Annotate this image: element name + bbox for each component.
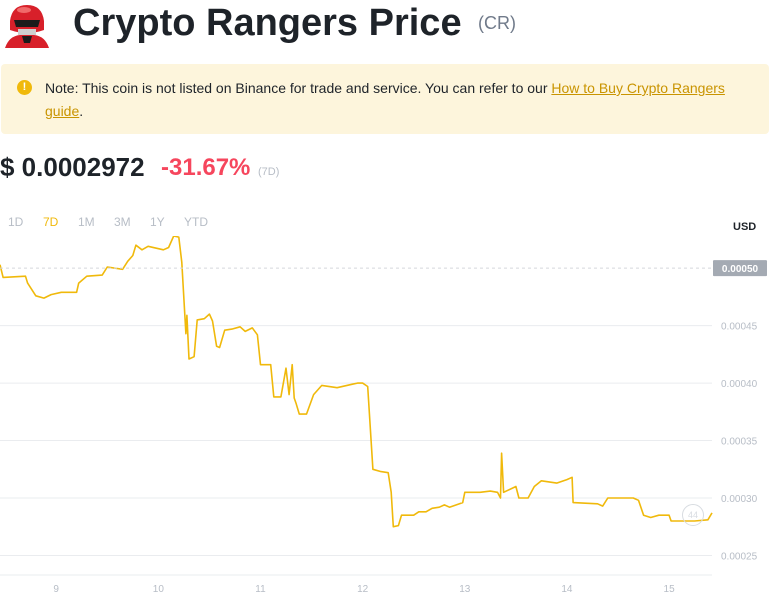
- y-tick-label: 0.00030: [721, 494, 758, 505]
- watermark-icon: 44: [682, 504, 704, 526]
- x-tick-label: 11: [255, 584, 266, 595]
- y-tick-label: 0.00040: [721, 379, 758, 390]
- tab-7d[interactable]: 7D: [43, 215, 59, 229]
- x-tick-label: 14: [561, 584, 573, 595]
- notice-message: Note: This coin is not listed on Binance…: [45, 80, 552, 96]
- x-tick-label: 15: [664, 584, 676, 595]
- warning-icon: !: [17, 80, 32, 95]
- current-price: $ 0.0002972: [0, 152, 145, 182]
- y-axis: 0.00045 0.00040 0.00035 0.00030 0.00025: [721, 322, 758, 563]
- x-tick-label: 12: [357, 584, 369, 595]
- how-to-buy-link[interactable]: How to Buy Crypto Rangers guide: [45, 80, 725, 119]
- x-tick-label: 13: [459, 584, 471, 595]
- price-change: -31.67%: [161, 154, 251, 181]
- page-title: Crypto Rangers Price: [73, 2, 462, 44]
- tab-3m[interactable]: 3M: [114, 215, 131, 229]
- price-tag-label: 0.00050: [722, 264, 759, 275]
- x-tick-label: 10: [153, 584, 165, 595]
- price-tag-box: [713, 260, 767, 277]
- y-tick-label: 0.00035: [721, 437, 758, 448]
- current-price-tag: 0.00050: [0, 260, 767, 277]
- page-header: Crypto Rangers Price (CR): [0, 0, 783, 52]
- y-tick-label: 0.00045: [721, 322, 758, 333]
- tab-1y[interactable]: 1Y: [150, 215, 165, 229]
- notice-banner: ! Note: This coin is not listed on Binan…: [1, 64, 769, 134]
- notice-suffix: .: [79, 103, 84, 119]
- x-axis: 9 10 11 12 13 14 15: [0, 574, 712, 595]
- coin-symbol: (CR): [478, 13, 516, 33]
- y-tick-label: 0.00025: [721, 551, 758, 562]
- x-tick-label: 9: [53, 584, 59, 595]
- tab-1d[interactable]: 1D: [8, 215, 24, 229]
- price-chart[interactable]: 0.00045 0.00040 0.00035 0.00030 0.00025 9 10 1…: [0, 236, 783, 599]
- chart-line-layer: [0, 236, 713, 528]
- change-period: (7D): [258, 166, 280, 178]
- currency-label: USD: [733, 221, 757, 233]
- price-series-line: [0, 236, 713, 528]
- tab-ytd[interactable]: YTD: [184, 215, 208, 229]
- chart-grid: [0, 325, 712, 556]
- crypto-rangers-logo: [5, 5, 49, 48]
- tab-1m[interactable]: 1M: [78, 215, 95, 229]
- notice-text: Note: This coin is not listed on Binance…: [45, 77, 745, 123]
